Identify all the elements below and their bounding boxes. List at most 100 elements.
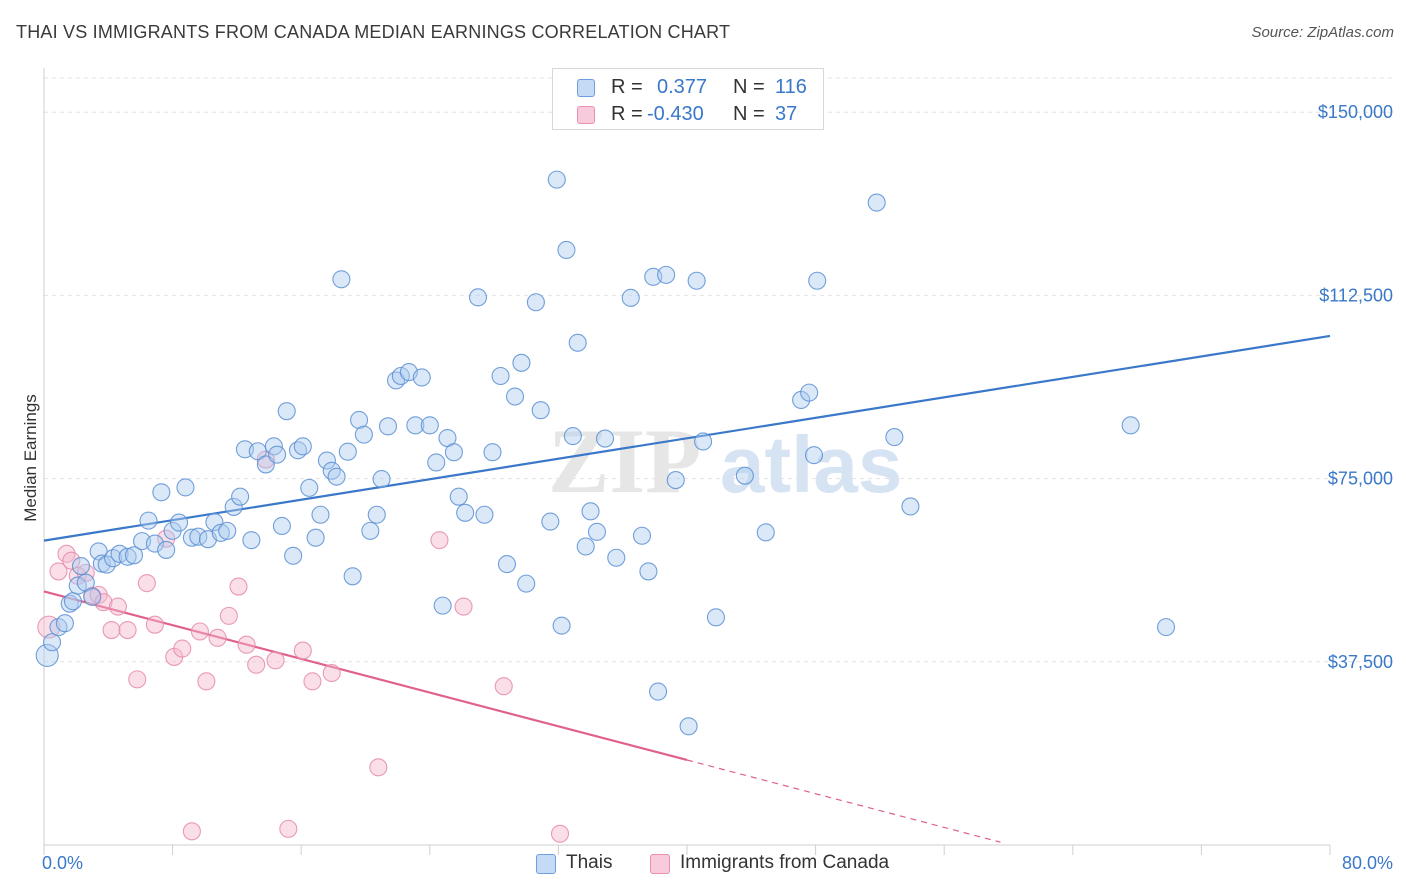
data-point[interactable] (563, 427, 582, 446)
data-point[interactable] (444, 443, 463, 462)
data-point[interactable] (350, 410, 369, 430)
data-point[interactable] (430, 531, 449, 550)
data-point[interactable] (139, 511, 158, 530)
data-point[interactable] (63, 592, 82, 611)
data-point[interactable] (531, 401, 550, 420)
data-point[interactable] (152, 483, 171, 502)
data-point[interactable] (182, 528, 201, 547)
data-point[interactable] (354, 425, 373, 444)
data-point[interactable] (311, 505, 330, 524)
data-point[interactable] (173, 639, 192, 658)
data-point[interactable] (649, 682, 668, 701)
data-point[interactable] (145, 534, 164, 553)
data-point[interactable] (343, 567, 362, 586)
data-point[interactable] (268, 445, 287, 464)
data-point[interactable] (55, 614, 74, 633)
data-point[interactable] (128, 670, 147, 689)
data-point[interactable] (526, 293, 545, 312)
data-point[interactable] (483, 443, 502, 462)
data-point[interactable] (475, 505, 494, 524)
data-point[interactable] (735, 466, 754, 485)
data-point[interactable] (568, 333, 587, 352)
data-point[interactable] (108, 597, 127, 616)
data-point[interactable] (37, 615, 61, 639)
data-point[interactable] (229, 577, 248, 596)
data-point[interactable] (224, 497, 243, 516)
data-point[interactable] (541, 512, 560, 531)
data-point[interactable] (247, 655, 266, 674)
data-point[interactable] (547, 170, 566, 189)
data-point[interactable] (211, 523, 230, 542)
data-point[interactable] (49, 562, 68, 581)
data-point[interactable] (639, 562, 658, 581)
data-point[interactable] (317, 451, 336, 470)
data-point[interactable] (427, 453, 446, 472)
data-point[interactable] (800, 383, 819, 402)
data-point[interactable] (581, 502, 600, 521)
data-point[interactable] (449, 487, 468, 506)
data-point[interactable] (378, 417, 398, 436)
data-point[interactable] (550, 824, 570, 843)
data-point[interactable] (867, 193, 886, 212)
data-point[interactable] (242, 531, 261, 550)
data-point[interactable] (300, 478, 319, 497)
data-point[interactable] (512, 353, 531, 372)
data-point[interactable] (190, 622, 209, 641)
data-point[interactable] (621, 288, 640, 307)
data-point[interactable] (218, 521, 237, 540)
data-point[interactable] (706, 608, 725, 627)
data-point[interactable] (494, 677, 513, 696)
data-point[interactable] (83, 587, 102, 606)
data-point[interactable] (372, 470, 391, 489)
data-point[interactable] (657, 265, 676, 284)
data-point[interactable] (808, 271, 827, 290)
data-point[interactable] (182, 822, 201, 841)
data-point[interactable] (272, 516, 291, 536)
data-point[interactable] (62, 551, 81, 570)
data-point[interactable] (94, 593, 113, 612)
data-point[interactable] (279, 819, 298, 838)
data-point[interactable] (456, 503, 475, 522)
data-point[interactable] (491, 366, 510, 386)
data-point[interactable] (412, 368, 431, 387)
data-point[interactable] (332, 270, 351, 289)
data-point[interactable] (306, 528, 325, 547)
data-point[interactable] (1156, 618, 1176, 637)
data-point[interactable] (284, 546, 303, 565)
data-point[interactable] (587, 522, 607, 541)
data-point[interactable] (557, 240, 576, 260)
data-point[interactable] (338, 442, 357, 461)
data-point[interactable] (293, 437, 312, 456)
data-point[interactable] (118, 620, 137, 640)
data-point[interactable] (322, 663, 341, 683)
data-point[interactable] (145, 615, 164, 634)
data-point[interactable] (804, 446, 824, 465)
data-point[interactable] (517, 574, 536, 593)
data-point[interactable] (71, 556, 91, 576)
data-point[interactable] (433, 596, 452, 615)
data-point[interactable] (197, 672, 216, 691)
data-point[interactable] (595, 429, 615, 448)
data-point[interactable] (576, 537, 595, 556)
data-point[interactable] (687, 271, 706, 290)
data-point[interactable] (420, 416, 439, 435)
data-point[interactable] (694, 432, 713, 451)
data-point[interactable] (176, 478, 195, 497)
data-point[interactable] (327, 467, 346, 486)
data-point[interactable] (632, 526, 652, 545)
data-point[interactable] (1121, 416, 1140, 435)
data-point[interactable] (497, 555, 517, 574)
data-point[interactable] (367, 505, 386, 524)
data-point[interactable] (607, 548, 626, 567)
data-point[interactable] (369, 758, 388, 777)
data-point[interactable] (666, 471, 685, 490)
data-point[interactable] (157, 540, 176, 559)
data-point[interactable] (205, 513, 224, 532)
data-point[interactable] (219, 606, 238, 625)
data-point[interactable] (35, 643, 59, 667)
data-point[interactable] (231, 487, 250, 506)
data-point[interactable] (756, 523, 775, 542)
data-point[interactable] (454, 597, 473, 616)
data-point[interactable] (361, 521, 380, 540)
data-point[interactable] (169, 513, 189, 532)
